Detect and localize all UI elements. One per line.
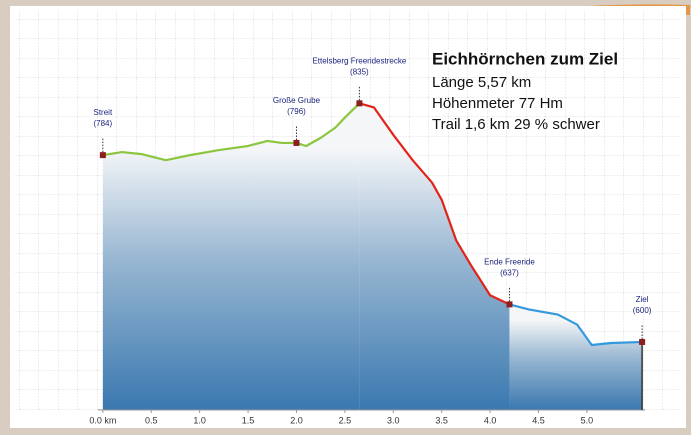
waypoint-label: (784): [93, 119, 112, 128]
waypoint: [506, 301, 512, 307]
subtitle-line: Länge 5,57 km: [432, 74, 531, 91]
waypoint: [356, 100, 362, 106]
waypoint-name: Ettelsberg Freeridestrecke: [312, 56, 406, 65]
x-tick-label: 4.0: [484, 415, 497, 425]
x-tick-label: 0.5: [145, 415, 158, 425]
waypoint-name: Ende Freeride: [484, 258, 535, 267]
waypoint-label: (600): [633, 306, 652, 315]
waypoint-name: Ziel: [636, 295, 649, 304]
waypoint: [293, 140, 299, 146]
chart: 0.0 km 0.5 1.0 1.5 2.0 2.5 3.0 3.5 4.0 4.5 5.0 Stre…: [0, 0, 691, 435]
waypoint-label: (637): [500, 269, 519, 278]
x-tick-label: 0.0 km: [89, 415, 116, 425]
subtitle-line: Trail 1,6 km 29 % schwer: [432, 116, 600, 133]
x-tick-label: 2.0: [290, 415, 303, 425]
x-tick-label: 1.5: [242, 415, 255, 425]
chart-title: Eichhörnchen zum Ziel: [432, 49, 618, 68]
waypoint-name: Streit: [94, 108, 113, 117]
x-tick-label: 5.0: [581, 415, 594, 425]
x-tick-label: 1.0: [193, 415, 206, 425]
waypoint: [639, 339, 645, 345]
x-tick-label: 4.5: [532, 415, 545, 425]
waypoint-name: Große Grube: [273, 96, 321, 105]
subtitle-line: Höhenmeter 77 Hm: [432, 95, 563, 112]
waypoint-label: (835): [350, 67, 369, 76]
x-tick-label: 3.5: [435, 415, 448, 425]
x-tick-label: 2.5: [339, 415, 352, 425]
waypoint-label: (796): [287, 107, 306, 116]
x-tick-label: 3.0: [387, 415, 400, 425]
waypoint: [100, 152, 106, 158]
